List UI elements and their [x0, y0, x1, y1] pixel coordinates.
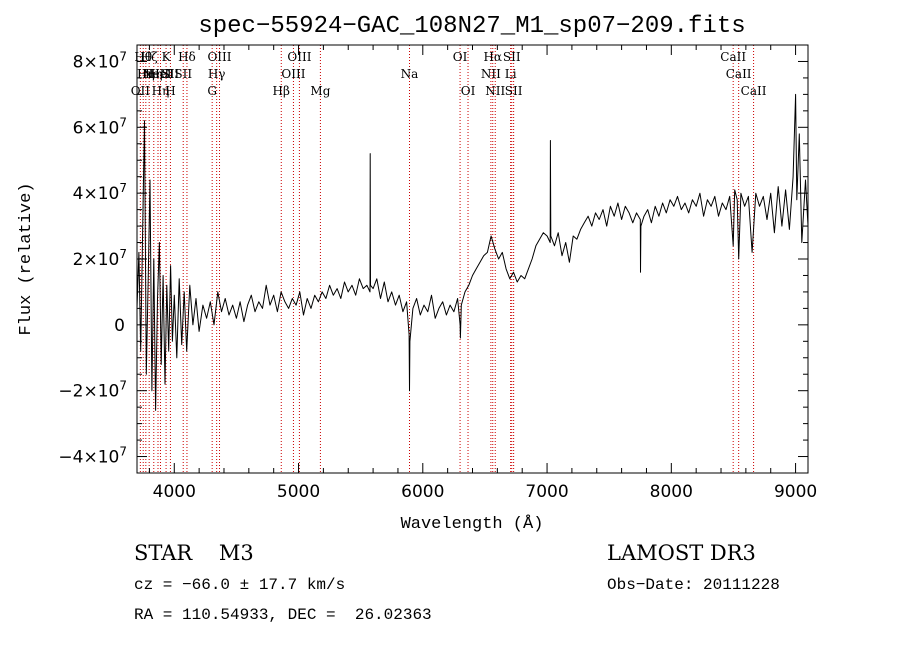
line-marker-label: Hα: [483, 50, 502, 64]
line-marker-label: OIII: [287, 50, 311, 64]
y-tick-label: −4×107: [58, 445, 127, 468]
line-marker-label: G: [207, 84, 217, 98]
line-marker-label: HeI: [149, 67, 172, 81]
survey-name: LAMOST DR3: [607, 541, 756, 565]
observation-date: Obs−Date: 20111228: [607, 576, 780, 594]
line-marker-label: Hδ: [178, 50, 196, 64]
line-marker-label: NII: [485, 84, 505, 98]
line-marker-label: Mg: [310, 84, 330, 98]
y-tick-label: 0: [114, 316, 125, 336]
line-marker-label: Na: [401, 67, 419, 81]
line-marker-label: Hη: [152, 84, 170, 98]
x-tick-label: 4000: [153, 482, 196, 502]
line-marker-label: OIII: [281, 67, 305, 81]
line-marker-label: OI: [461, 84, 476, 98]
y-tick-label: 6×107: [73, 115, 127, 138]
line-marker-label: Hη: [145, 67, 163, 81]
object-class: STAR M3: [134, 541, 254, 565]
line-marker-label: OI: [453, 50, 468, 64]
line-marker-label: SII: [174, 67, 192, 81]
y-axis-ticks: 8×107 6×107 4×107 2×107 0 −2×107 −4×107: [58, 49, 808, 468]
line-marker-label: Li: [505, 67, 517, 81]
x-tick-label: 7000: [525, 482, 568, 502]
chart-title: spec−55924−GAC_108N27_M1_sp07−209.fits: [198, 13, 745, 40]
line-marker-label: CaII: [726, 67, 752, 81]
coordinates-info: RA = 110.54933, DEC = 26.02363: [134, 606, 432, 624]
line-marker-label: K: [162, 50, 172, 64]
plot-frame: [136, 44, 809, 474]
line-marker-label: Hγ: [208, 67, 226, 81]
line-marker-label: H: [165, 84, 175, 98]
line-marker-labels: OIIHθHηHζHηNeIIIHeIHηKSIIHSIIHδGHγOIIIHβ…: [131, 50, 767, 98]
x-tick-label: 6000: [401, 482, 444, 502]
x-axis-ticks: 4000 5000 6000 7000 8000 9000: [148, 45, 817, 502]
line-marker-label: Hζ: [141, 50, 158, 64]
line-marker-label: Hθ: [134, 50, 152, 64]
line-marker-label: Hβ: [273, 84, 290, 98]
x-tick-label: 8000: [650, 482, 693, 502]
y-tick-label: 8×107: [73, 49, 127, 72]
x-tick-label: 9000: [774, 482, 817, 502]
x-axis-label: Wavelength (Å): [401, 515, 544, 534]
line-marker-label: OII: [131, 84, 151, 98]
line-marker-label: CaII: [741, 84, 767, 98]
line-marker-label: CaII: [720, 50, 746, 64]
spectrum-series-line: [136, 93, 809, 411]
line-marker-label: OIII: [207, 50, 231, 64]
redshift-info: cz = −66.0 ± 17.7 km/s: [134, 576, 345, 594]
y-tick-label: −2×107: [58, 379, 127, 402]
y-tick-label: 4×107: [73, 181, 127, 204]
line-marker-label: NII: [481, 67, 501, 81]
y-tick-label: 2×107: [73, 247, 127, 270]
y-axis-label: Flux (relative): [17, 182, 36, 335]
x-tick-label: 5000: [277, 482, 320, 502]
line-marker-label: SII: [503, 50, 521, 64]
line-marker-label: SII: [162, 67, 180, 81]
line-markers: [139, 45, 755, 473]
line-marker-label: NeIII: [142, 67, 174, 81]
line-marker-label: SII: [505, 84, 523, 98]
